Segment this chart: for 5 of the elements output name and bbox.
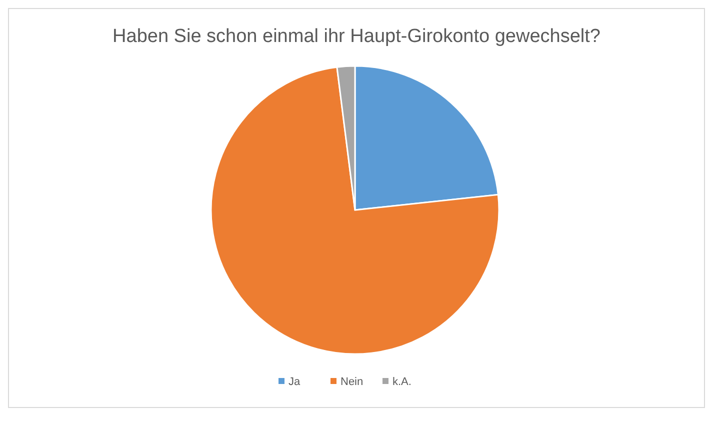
pie-slice — [210, 66, 500, 355]
chart-title: Haben Sie schon einmal ihr Haupt-Girokonto gewechselt? — [112, 26, 600, 47]
legend-label: Ja — [288, 376, 301, 388]
legend-label: Nein — [340, 376, 364, 388]
legend-label: k.A. — [392, 376, 412, 388]
